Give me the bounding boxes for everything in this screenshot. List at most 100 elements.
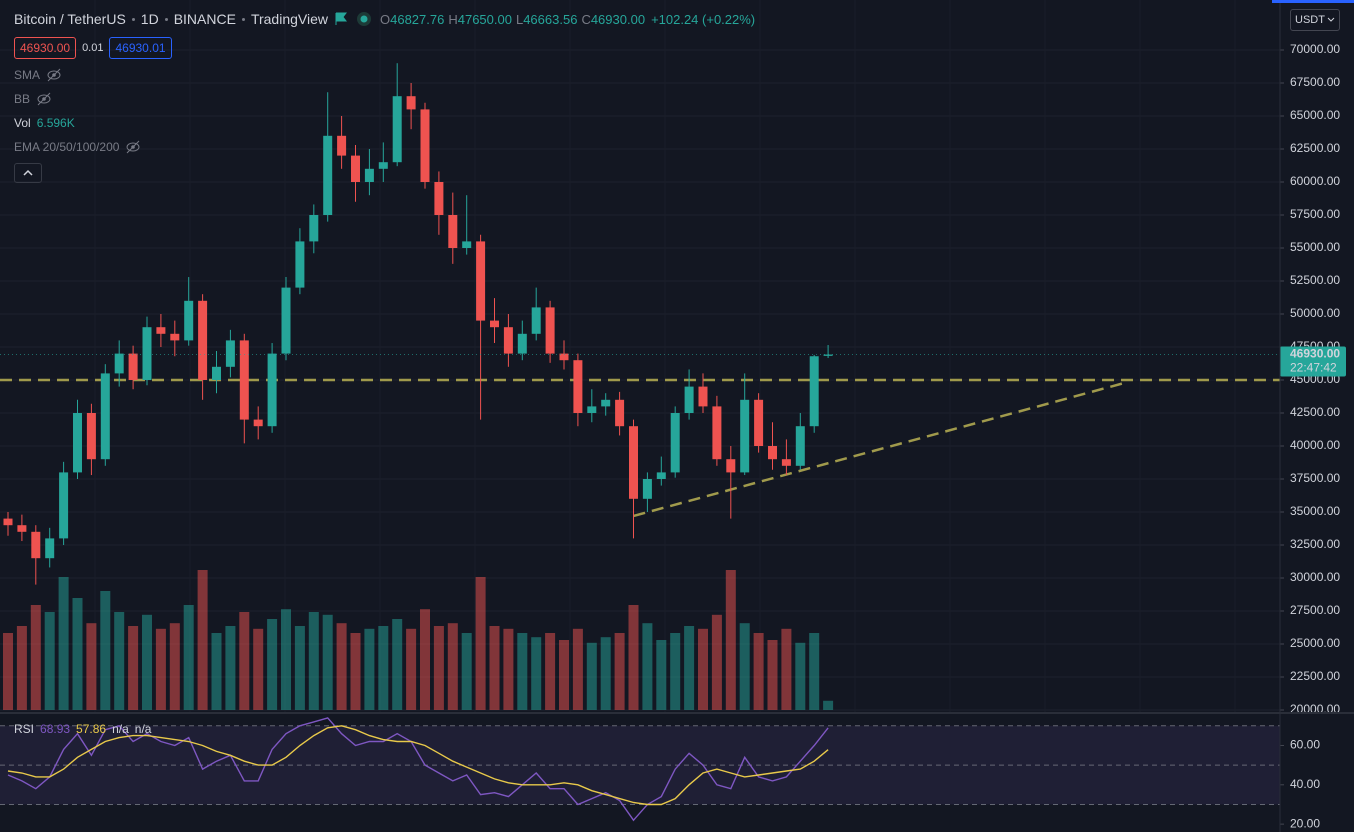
na: n/a <box>112 722 129 736</box>
rsi-tick-label: 40.00 <box>1290 777 1320 791</box>
candle-body <box>323 135 333 215</box>
candle-body <box>698 386 708 407</box>
volume-bar <box>461 633 472 710</box>
indicator[interactable]: SMA <box>14 68 62 82</box>
candle-body <box>156 327 166 334</box>
volume-bar <box>58 577 69 710</box>
candle-body <box>573 360 583 413</box>
ohlc-item: H47650.00 <box>448 12 512 27</box>
volume-bar <box>823 700 834 710</box>
candle-body <box>364 168 374 182</box>
volume-bar <box>308 612 319 710</box>
volume-bar <box>142 614 152 710</box>
candle-body <box>768 446 777 460</box>
candle-body <box>712 406 722 460</box>
hidden-icon[interactable] <box>46 68 62 82</box>
volume-bar <box>350 633 361 710</box>
volume-bar <box>739 623 750 710</box>
volume-bar <box>781 628 792 710</box>
sell-button[interactable]: 46930.00 <box>14 37 77 59</box>
volume-bar <box>30 605 41 710</box>
volume-bar <box>614 633 625 710</box>
trend-line <box>633 381 1126 518</box>
y-tick-label: 37500.00 <box>1290 471 1340 485</box>
rsi-line <box>7 725 829 806</box>
collapse-button[interactable] <box>14 163 42 183</box>
candle-body <box>212 366 221 380</box>
indicator-name: EMA 20/50/100/200 <box>14 140 120 154</box>
candle-body <box>601 399 611 407</box>
candle-body <box>517 333 527 354</box>
candle-body <box>17 525 27 532</box>
volume-bar <box>809 633 820 710</box>
rsi-title: RSI <box>14 722 35 736</box>
volume-bar <box>3 633 13 710</box>
candle-body <box>531 307 541 334</box>
volume-bar <box>475 577 486 710</box>
volume-bar <box>572 628 583 710</box>
candle-body <box>128 353 138 380</box>
candle-body <box>615 399 625 427</box>
y-tick-label: 20000.00 <box>1290 702 1340 716</box>
ohlc-value: 46930.00 <box>590 11 646 27</box>
candle-body <box>295 241 305 288</box>
volume-bar <box>517 633 528 710</box>
volume-bar <box>559 640 569 710</box>
candle-body <box>587 406 597 413</box>
indicator[interactable]: Vol 6.596K <box>14 116 75 130</box>
volume-bar <box>169 623 180 710</box>
ohlc-label: O <box>379 11 391 27</box>
interval[interactable]: 1D <box>140 11 159 27</box>
dropdown-icon <box>1327 17 1335 22</box>
candle-body <box>684 386 694 413</box>
y-tick-label: 50000.00 <box>1290 306 1340 320</box>
volume-bar <box>406 628 417 710</box>
symbol[interactable]: Bitcoin / TetherUS <box>14 11 126 27</box>
buy-button[interactable]: 46930.01 <box>109 37 172 59</box>
currency-button[interactable]: USDT <box>1290 9 1340 31</box>
spread: 0.01 <box>82 42 104 54</box>
volume-bar <box>489 626 500 710</box>
volume-bar <box>16 626 27 710</box>
separator <box>241 17 245 21</box>
hidden-icon[interactable] <box>125 140 141 154</box>
candle-body <box>337 135 347 156</box>
indicator[interactable]: EMA 20/50/100/200 <box>14 140 141 154</box>
flag-icon[interactable] <box>334 12 348 26</box>
candle-body <box>184 300 194 341</box>
top-accent <box>1272 0 1354 3</box>
candle-body <box>378 162 388 169</box>
y-tick-label: 25000.00 <box>1290 636 1340 650</box>
indicator[interactable]: BB <box>14 92 52 106</box>
volume-bar <box>392 619 403 710</box>
volume-bar <box>267 619 278 710</box>
volume-bar <box>100 591 111 710</box>
volume-bar <box>586 642 597 710</box>
candle-body <box>420 109 430 182</box>
y-tick-label: 35000.00 <box>1290 504 1340 518</box>
candle-body <box>198 300 208 380</box>
volume-bar <box>86 623 97 710</box>
y-tick-label: 65000.00 <box>1290 108 1340 122</box>
volume-bar <box>545 633 556 710</box>
volume-bar <box>322 614 333 710</box>
separator <box>131 17 135 21</box>
candle-body <box>490 320 499 328</box>
candle-body <box>754 399 764 446</box>
candle-body <box>142 327 152 380</box>
volume-bar <box>128 626 139 710</box>
last-price-label: 46930.00 <box>1290 347 1340 361</box>
volume-bar <box>447 623 458 710</box>
rsi-tick-label: 20.00 <box>1290 816 1320 830</box>
candle-body <box>309 215 319 242</box>
candle-body <box>823 354 833 356</box>
volume-bar <box>197 570 208 710</box>
candle-body <box>462 241 472 248</box>
separator <box>164 17 168 21</box>
na: n/a <box>134 722 152 736</box>
candle-body <box>253 419 263 427</box>
hidden-icon[interactable] <box>36 92 52 106</box>
candle-body <box>656 472 666 479</box>
volume-bar <box>711 614 722 710</box>
volume-bar <box>656 640 667 710</box>
